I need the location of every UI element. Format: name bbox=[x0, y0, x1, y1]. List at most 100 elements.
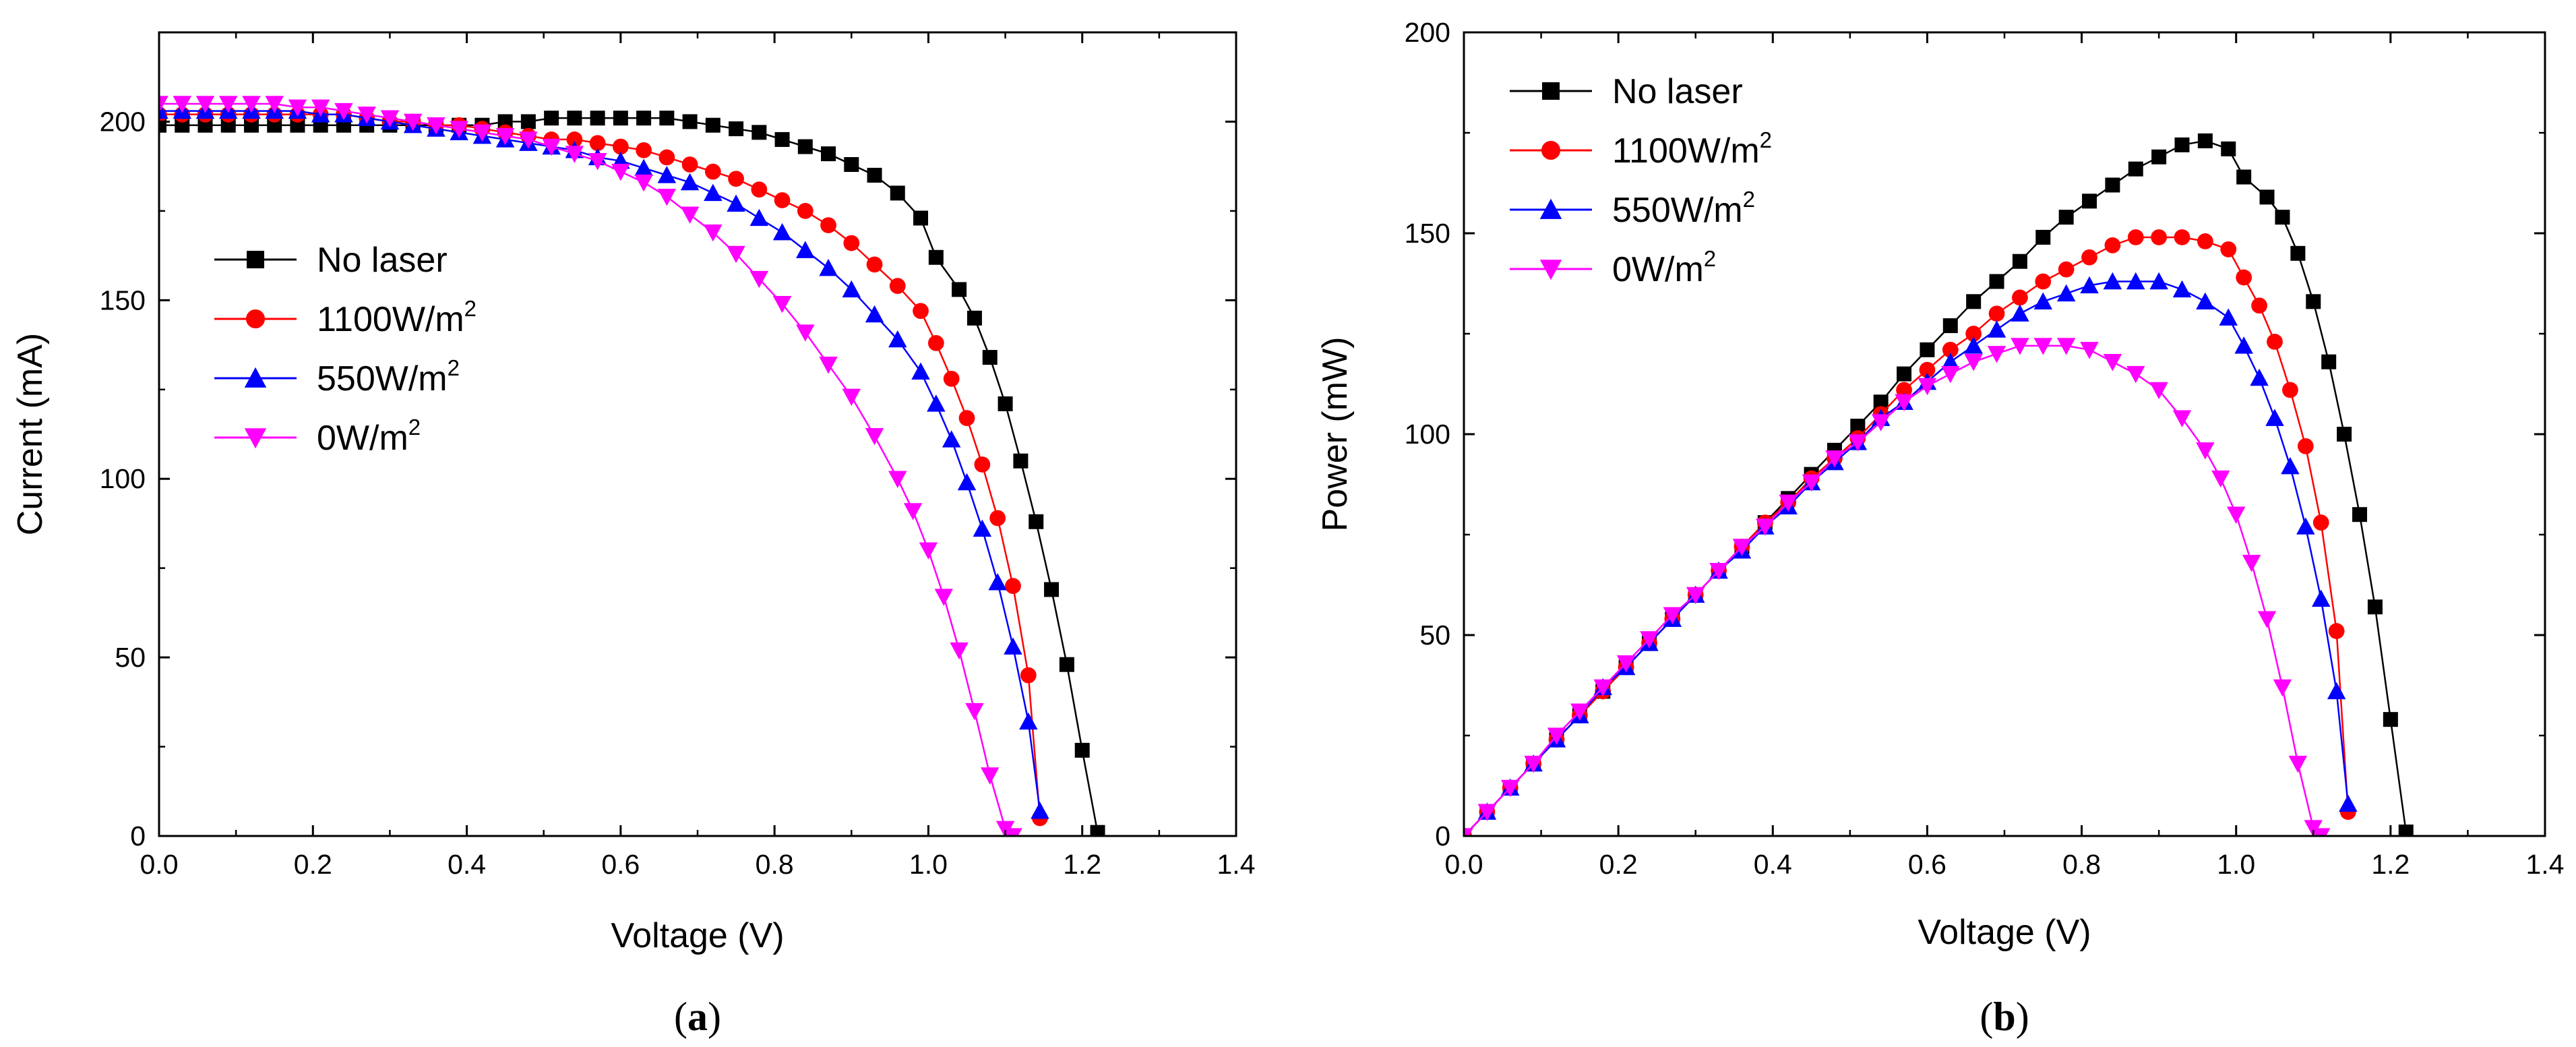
data-point-0-25 bbox=[2035, 229, 2051, 245]
data-point-2-37 bbox=[2281, 456, 2300, 475]
data-point-2-38 bbox=[988, 573, 1007, 591]
data-point-1-24 bbox=[2012, 289, 2028, 306]
data-point-1-39 bbox=[2312, 514, 2329, 531]
data-point-3-0 bbox=[1464, 828, 1473, 836]
data-point-3-26 bbox=[2056, 338, 2076, 355]
data-point-1-27 bbox=[774, 192, 791, 208]
y-tick-label-2: 100 bbox=[1405, 419, 1450, 450]
data-point-1-18 bbox=[566, 131, 583, 148]
data-point-2-32 bbox=[2196, 292, 2215, 310]
data-point-0-37 bbox=[982, 350, 998, 365]
y-tick-label-3: 150 bbox=[100, 285, 146, 316]
legend-item-2: 550W/m2 bbox=[1510, 187, 1755, 230]
data-point-3-17 bbox=[542, 138, 561, 156]
data-point-3-34 bbox=[919, 542, 938, 560]
data-point-1-36 bbox=[2267, 334, 2283, 350]
data-point-0-24 bbox=[2012, 253, 2027, 269]
data-point-0-27 bbox=[774, 131, 790, 147]
data-point-1-33 bbox=[2220, 241, 2237, 258]
data-point-0-18 bbox=[567, 111, 582, 126]
data-point-1-27 bbox=[2081, 249, 2097, 266]
data-point-3-12 bbox=[427, 117, 446, 135]
data-point-3-13 bbox=[450, 121, 468, 138]
panel-label-close: ) bbox=[2016, 994, 2029, 1039]
x-tick-label-7: 1.4 bbox=[1217, 849, 1256, 880]
data-point-3-34 bbox=[2226, 506, 2246, 524]
series-line-1 bbox=[159, 113, 1041, 818]
data-point-2-36 bbox=[957, 473, 977, 491]
panel-label-close: ) bbox=[708, 994, 721, 1039]
data-point-0-42 bbox=[2367, 599, 2383, 615]
data-point-0-31 bbox=[2174, 137, 2190, 152]
data-point-3-40 bbox=[1004, 828, 1022, 836]
data-point-2-41 bbox=[2339, 794, 2358, 812]
x-tick-label-1: 0.2 bbox=[294, 849, 332, 880]
x-tick-label-2: 0.4 bbox=[1754, 849, 1792, 880]
data-point-0-20 bbox=[1920, 342, 1935, 357]
data-point-3-38 bbox=[980, 767, 1000, 785]
data-point-2-21 bbox=[1941, 352, 1960, 370]
legend-label-base-1: 1100W/m bbox=[1612, 131, 1760, 171]
series-line-0 bbox=[159, 117, 1099, 833]
data-point-1-22 bbox=[1965, 326, 1982, 342]
data-point-0-0 bbox=[159, 117, 166, 133]
data-point-2-23 bbox=[680, 173, 700, 191]
y-tick-label-3: 150 bbox=[1405, 218, 1450, 249]
data-point-1-34 bbox=[2236, 269, 2252, 286]
legend-marker-3 bbox=[1539, 260, 1562, 280]
legend-label-3: 0W/m2 bbox=[1612, 246, 1716, 289]
x-tick-label-6: 1.2 bbox=[2371, 849, 2410, 880]
data-point-0-43 bbox=[1074, 742, 1090, 758]
legend-marker-3 bbox=[244, 428, 267, 449]
panel-label-letter: a bbox=[687, 994, 708, 1039]
data-point-2-24 bbox=[2011, 304, 2029, 322]
plot-area bbox=[1464, 133, 2414, 836]
y-tick-label-1: 50 bbox=[115, 642, 146, 673]
data-point-3-21 bbox=[1941, 365, 1960, 384]
legend-label-sup-1: 2 bbox=[1760, 127, 1772, 152]
data-point-3-11 bbox=[403, 113, 423, 131]
legend-label-0: No laser bbox=[1612, 72, 1743, 111]
data-point-0-19 bbox=[1897, 366, 1912, 382]
data-point-2-31 bbox=[2172, 280, 2192, 298]
series-2-triangle-up bbox=[159, 101, 1049, 819]
data-point-2-37 bbox=[973, 519, 992, 537]
series-1-circle bbox=[1464, 229, 2356, 836]
data-point-0-42 bbox=[1059, 657, 1074, 672]
data-point-3-36 bbox=[950, 642, 969, 660]
series-0-square bbox=[159, 111, 1105, 836]
legend-label-base-0: No laser bbox=[1612, 72, 1743, 111]
data-point-3-23 bbox=[1987, 346, 2006, 363]
legend-item-3: 0W/m2 bbox=[1510, 246, 1716, 289]
data-point-1-34 bbox=[927, 335, 944, 351]
legend-marker-1 bbox=[1541, 140, 1561, 160]
data-point-3-5 bbox=[265, 96, 284, 113]
y-tick-label-1: 50 bbox=[1419, 620, 1450, 651]
data-point-2-25 bbox=[727, 194, 745, 212]
x-tick-label-4: 0.8 bbox=[2062, 849, 2101, 880]
data-point-3-14 bbox=[472, 124, 492, 142]
legend-marker-2 bbox=[244, 367, 267, 388]
data-point-3-5 bbox=[1570, 703, 1589, 721]
data-point-1-32 bbox=[889, 278, 906, 295]
data-point-3-35 bbox=[934, 589, 954, 606]
data-point-0-30 bbox=[844, 157, 859, 173]
x-tick-label-5: 1.0 bbox=[909, 849, 948, 880]
data-point-1-30 bbox=[2151, 229, 2168, 245]
data-point-2-29 bbox=[819, 258, 838, 276]
data-point-3-37 bbox=[965, 702, 984, 721]
legend-marker-1 bbox=[245, 309, 266, 329]
x-axis-label: Voltage (V) bbox=[1918, 913, 2091, 952]
data-point-1-28 bbox=[2104, 237, 2121, 253]
data-point-1-26 bbox=[2058, 261, 2075, 278]
x-tick-label-0: 0.0 bbox=[1445, 849, 1483, 880]
data-point-2-28 bbox=[796, 241, 815, 258]
data-point-3-15 bbox=[1802, 474, 1821, 492]
series-2-triangle-up bbox=[1464, 272, 2358, 836]
data-point-0-33 bbox=[913, 210, 929, 226]
x-tick-label-1: 0.2 bbox=[1599, 849, 1638, 880]
data-point-1-23 bbox=[681, 156, 698, 173]
data-point-3-9 bbox=[357, 107, 376, 124]
y-axis-label: Current (mA) bbox=[11, 333, 50, 535]
